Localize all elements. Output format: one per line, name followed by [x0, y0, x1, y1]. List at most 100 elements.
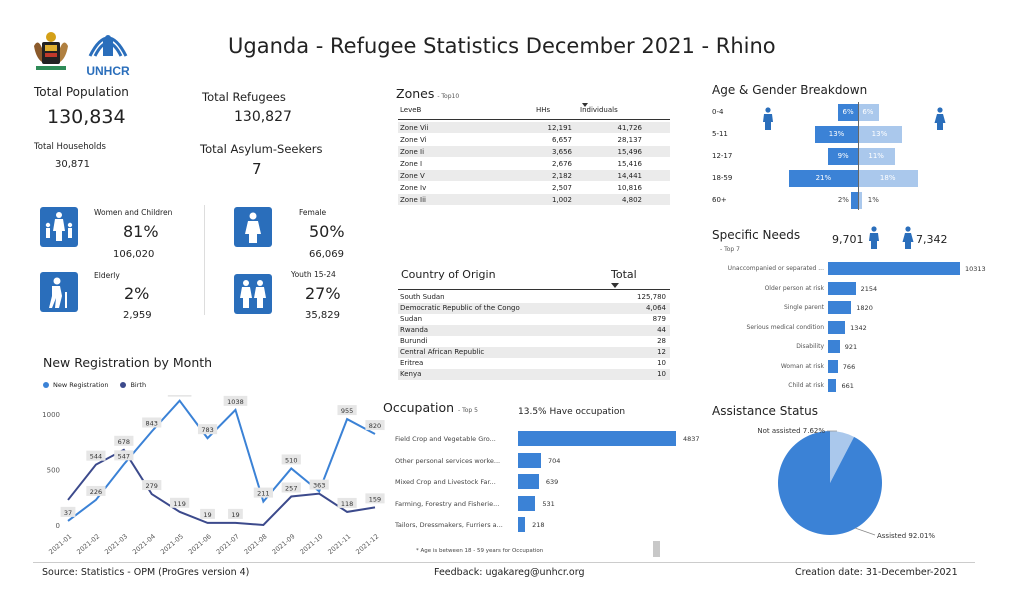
zone-individuals: 4,802: [621, 196, 642, 204]
data-label: 363: [313, 482, 325, 490]
specific-need-label: Woman at risk: [780, 362, 824, 370]
table-row[interactable]: Democratic Republic of the Congo 4,064: [398, 303, 670, 314]
male-pct-label: 6%: [842, 108, 854, 116]
table-row[interactable]: Burundi 28: [398, 336, 670, 347]
zone-individuals: 15,416: [617, 160, 643, 168]
zone-individuals: 15,496: [617, 148, 643, 156]
footer-feedback[interactable]: Feedback: ugakareg@unhcr.org: [434, 567, 585, 578]
registration-line-chart: 0 500 1000 37 226 547 843 1121 783 1038 211 510 955 8…: [42, 395, 385, 556]
data-label-bg: [365, 493, 385, 504]
data-label-bg: [337, 497, 357, 508]
x-tick-label: 2021-12: [354, 532, 380, 556]
data-label: 544: [90, 453, 102, 461]
table-row[interactable]: South Sudan 125,780: [398, 292, 670, 303]
table-row[interactable]: Zone I 2,676 15,416: [398, 158, 670, 169]
country-title: Country of Origin: [401, 268, 496, 281]
female-pct-label: 13%: [871, 130, 888, 138]
sort-arrow-icon: [611, 283, 619, 288]
country-name: Kenya: [400, 370, 422, 378]
occupation-title-text: Occupation: [383, 400, 455, 415]
sort-arrow-icon: [582, 103, 588, 107]
age-group-label: 60+: [712, 196, 727, 204]
female-bar: [859, 126, 902, 143]
scrollbar-thumb[interactable]: [653, 541, 660, 557]
table-row[interactable]: Eritrea 10: [398, 358, 670, 369]
data-label-bg: [309, 479, 329, 490]
female-bar: [859, 170, 919, 187]
occupation-value: 639: [545, 478, 559, 486]
data-label: 783: [201, 426, 213, 434]
zones-header-individuals[interactable]: Individuals: [580, 106, 618, 114]
total-households-label: Total Households: [34, 142, 106, 152]
specific-need-label: Unaccompanied or separated ...: [727, 265, 824, 272]
table-row[interactable]: Zone Vi 6,657 28,137: [398, 134, 670, 145]
zones-table: LeveB HHs Individuals Zone Vii 12,191 41,7…: [398, 103, 670, 223]
specific-need-bar: [828, 379, 837, 392]
zone-individuals: 28,137: [617, 136, 643, 144]
table-row[interactable]: Zone Iii 1,002 4,802: [398, 194, 670, 205]
unhcr-logo: UNHCR: [84, 26, 132, 78]
female-figure-icon: [934, 107, 946, 135]
country-header-rule: [398, 289, 670, 290]
elderly-icon: [40, 272, 78, 312]
occupation-label: Other personal services worke...: [395, 456, 501, 465]
zone-individuals: 41,726: [617, 124, 643, 132]
table-row[interactable]: Rwanda 44: [398, 325, 670, 336]
zones-title-text: Zones: [396, 86, 435, 101]
table-row[interactable]: Zone Iv 2,507 10,816: [398, 182, 670, 193]
page-title: Uganda - Refugee Statistics December 202…: [228, 34, 776, 58]
assisted-slice[interactable]: [778, 431, 882, 535]
zones-header-hhs: HHs: [536, 106, 551, 114]
specific-need-label: Serious medical condition: [746, 323, 824, 331]
table-row[interactable]: Sudan 879: [398, 314, 670, 325]
specific-needs-male-count: 9,701: [832, 233, 864, 246]
data-label: 119: [173, 500, 185, 508]
country-name: Burundi: [400, 337, 428, 345]
zones-header-rule: [398, 119, 670, 120]
registration-title: New Registration by Month: [43, 355, 213, 370]
age-gender-chart: 0-4 6% 6% 5-11 13% 13% 12-17 9% 11% 18-59 21% 18% 60…: [708, 100, 968, 215]
not-assisted-slice[interactable]: [829, 431, 855, 483]
occupation-label: Mixed Crop and Livestock Far...: [395, 478, 496, 486]
table-row[interactable]: Zone V 2,182 14,441: [398, 170, 670, 181]
female-label: Female: [299, 208, 327, 217]
female-pct-label: 11%: [868, 152, 884, 160]
zone-hhs: 2,507: [551, 184, 572, 192]
male-pct-label: 13%: [828, 130, 845, 138]
table-row[interactable]: Kenya 10: [398, 369, 670, 380]
age-gender-title: Age & Gender Breakdown: [712, 83, 868, 97]
occupation-label: Field Crop and Vegetable Gro...: [395, 435, 496, 443]
female-bar: [859, 148, 896, 165]
data-label-bg: [114, 435, 134, 446]
table-row[interactable]: Zone Vii 12,191 41,726: [398, 122, 670, 133]
occupation-bar: [518, 452, 541, 468]
data-label: 19: [203, 511, 211, 519]
legend-dot-registration: [43, 382, 49, 388]
data-label-bg: [281, 454, 301, 465]
zone-name: Zone I: [400, 160, 423, 168]
zone-hhs: 6,657: [551, 136, 572, 144]
legend-registration: New Registration: [53, 381, 109, 389]
total-households-value: 30,871: [55, 159, 90, 170]
country-total-header[interactable]: Total: [611, 268, 637, 281]
elderly-value: 2,959: [123, 310, 152, 321]
data-label: 955: [341, 407, 353, 415]
occupation-label: Tailors, Dressmakers, Furriers a...: [395, 521, 503, 529]
country-total: 12: [657, 348, 666, 356]
unhcr-logo-text: UNHCR: [86, 64, 130, 78]
occupation-value: 4837: [683, 435, 700, 443]
zone-hhs: 2,676: [551, 160, 572, 168]
x-tick-label: 2021-08: [243, 532, 269, 556]
country-name: Rwanda: [400, 326, 429, 334]
zone-name: Zone Ii: [400, 148, 425, 156]
data-label: 257: [285, 484, 297, 492]
assisted-label: Assisted 92.01%: [877, 532, 935, 540]
x-tick-label: 2021-11: [326, 532, 352, 556]
table-row[interactable]: Zone Ii 3,656 15,496: [398, 146, 670, 157]
data-label: 37: [64, 509, 72, 517]
table-row[interactable]: Central African Republic 12: [398, 347, 670, 358]
country-table: South Sudan 125,780 Democratic Republic of…: [398, 292, 670, 382]
y-tick-label: 500: [47, 467, 60, 475]
total-refugees-label: Total Refugees: [202, 90, 286, 104]
elderly-label: Elderly: [94, 271, 120, 280]
